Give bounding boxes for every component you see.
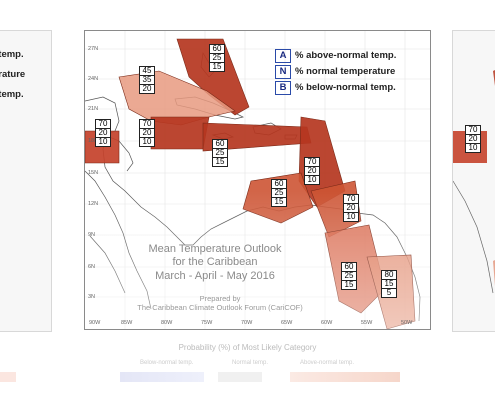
color-bar-edge bbox=[0, 372, 16, 382]
legend-label-normal: % normal temperature bbox=[295, 66, 396, 77]
legend-label-above: % above-normal temp. bbox=[295, 50, 397, 61]
lat-tick-15n: 15N bbox=[88, 170, 99, 176]
color-bar-normal bbox=[218, 372, 262, 382]
region-box-guianas: 60 25 15 bbox=[341, 262, 357, 290]
region-box-cuba: 45 35 20 bbox=[139, 66, 155, 94]
left-legend-line-2: erature bbox=[0, 69, 26, 80]
lat-tick-6n: 6N bbox=[88, 264, 96, 270]
legend-label-below: % below-normal temp. bbox=[295, 82, 396, 93]
caribbean-temperature-map: 27N 24N 21N 18N 15N 12N 9N 6N 3N 90W 85W… bbox=[84, 30, 431, 330]
category-above: Above-normal temp. bbox=[300, 360, 355, 366]
lat-tick-12n: 12N bbox=[88, 201, 99, 207]
region-box-hispaniola: 60 25 15 bbox=[212, 139, 228, 167]
prepared-by-org: The Caribbean Climate Outlook Forum (Car… bbox=[137, 303, 303, 312]
region-box-bahamas: 60 25 15 bbox=[209, 44, 225, 72]
lat-tick-3n: 3N bbox=[88, 294, 96, 300]
lon-tick-60w: 60W bbox=[321, 320, 333, 326]
region-box-jamaica: 70 20 10 bbox=[139, 119, 155, 147]
color-bar-above bbox=[290, 372, 400, 382]
lat-tick-27n: 27N bbox=[88, 46, 99, 52]
lat-tick-21n: 21N bbox=[88, 106, 99, 112]
legend-key-n: N bbox=[275, 65, 291, 79]
right-region-box: 70 20 10 bbox=[465, 125, 481, 153]
right-map-panel: 70 20 10 bbox=[452, 30, 495, 332]
left-legend-line-3: l temp. bbox=[0, 89, 24, 100]
legend-key-a: A bbox=[275, 49, 291, 63]
left-legend-line-1: l temp. bbox=[0, 49, 24, 60]
lon-tick-80w: 80W bbox=[161, 320, 173, 326]
lon-tick-55w: 55W bbox=[361, 320, 373, 326]
lat-tick-9n: 9N bbox=[88, 232, 96, 238]
right-map-canvas bbox=[453, 70, 495, 294]
region-box-eastern-caribbean: 70 20 10 bbox=[304, 157, 320, 185]
lon-tick-85w: 85W bbox=[121, 320, 133, 326]
lon-tick-65w: 65W bbox=[281, 320, 293, 326]
legend-normal: N % normal temperature bbox=[275, 65, 395, 79]
legend-above: A % above-normal temp. bbox=[275, 49, 396, 63]
lon-tick-70w: 70W bbox=[241, 320, 253, 326]
legend-key-b: B bbox=[275, 81, 291, 95]
color-bar-below bbox=[120, 372, 204, 382]
category-below: Below-normal temp. bbox=[140, 360, 194, 366]
lon-tick-50w: 50W bbox=[401, 320, 413, 326]
left-map-panel: l temp. erature l temp. bbox=[0, 30, 52, 332]
category-normal: Normal temp. bbox=[232, 360, 269, 366]
map-title-line-1: Mean Temperature Outlook bbox=[148, 243, 282, 255]
region-box-windward: 70 20 10 bbox=[343, 194, 359, 222]
lat-tick-24n: 24N bbox=[88, 76, 99, 82]
map-title-line-2: for the Caribbean bbox=[172, 256, 258, 268]
lon-tick-75w: 75W bbox=[201, 320, 213, 326]
probability-legend-title: Probability (%) of Most Likely Category bbox=[178, 343, 317, 352]
region-box-belize: 70 20 10 bbox=[95, 119, 111, 147]
region-box-french-guiana: 80 15 5 bbox=[381, 270, 397, 298]
legend-below: B % below-normal temp. bbox=[275, 81, 396, 95]
region-box-south-caribbean: 60 25 15 bbox=[271, 179, 287, 207]
map-title-line-3: March - April - May 2016 bbox=[155, 270, 275, 282]
lat-tick-18n: 18N bbox=[88, 138, 99, 144]
prepared-by: Prepared by bbox=[199, 294, 241, 303]
lon-tick-90w: 90W bbox=[89, 320, 101, 326]
